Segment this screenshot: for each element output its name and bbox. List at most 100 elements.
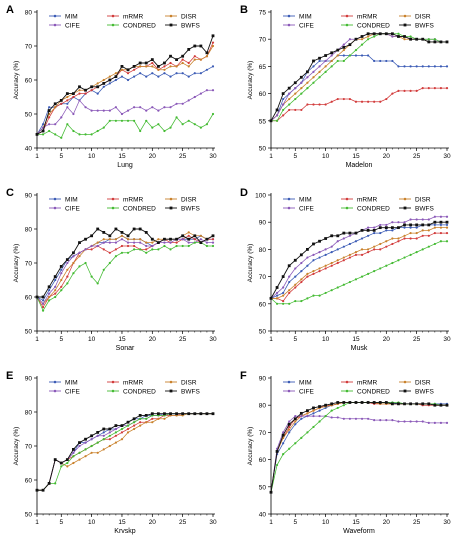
- data-point: [78, 265, 81, 268]
- data-point: [78, 441, 81, 444]
- legend-item-cife: CIFE: [49, 205, 80, 212]
- legend-swatch-marker: [169, 380, 173, 384]
- data-point: [96, 109, 99, 112]
- data-point: [336, 416, 339, 419]
- series-condred: [35, 112, 215, 139]
- data-point: [397, 221, 400, 224]
- legend-label: MIM: [65, 379, 78, 386]
- data-point: [72, 451, 75, 454]
- data-point: [108, 438, 111, 441]
- data-point: [299, 253, 303, 257]
- data-point: [318, 414, 321, 418]
- data-point: [445, 87, 449, 90]
- data-point: [409, 218, 412, 221]
- data-point: [199, 92, 202, 95]
- data-point: [187, 65, 190, 68]
- data-point: [445, 240, 449, 243]
- legend: MIM mRMR DISR CIFE CONDRED BWFS: [283, 13, 434, 29]
- data-point: [102, 126, 105, 129]
- legend-item-mim: MIM: [283, 379, 312, 386]
- data-point: [288, 447, 291, 450]
- data-point: [306, 409, 309, 413]
- data-point: [102, 241, 105, 244]
- y-axis-label: Accuracy (%): [247, 61, 254, 100]
- data-point: [294, 267, 297, 270]
- data-point: [269, 296, 273, 300]
- data-point: [397, 89, 400, 92]
- data-point: [163, 129, 166, 133]
- data-point: [288, 103, 291, 106]
- data-point: [354, 37, 358, 41]
- data-point: [151, 72, 154, 75]
- data-point: [96, 92, 99, 95]
- data-point: [133, 244, 136, 248]
- data-point: [391, 92, 394, 95]
- data-point: [415, 89, 418, 92]
- data-point: [90, 444, 93, 448]
- data-point: [342, 231, 346, 235]
- data-point: [360, 417, 364, 420]
- series-line-disr: [37, 413, 213, 491]
- y-tick-label: 80: [259, 247, 267, 254]
- data-point: [102, 448, 105, 451]
- data-point: [187, 241, 190, 244]
- data-point: [102, 434, 105, 437]
- data-point: [318, 239, 321, 243]
- data-point: [318, 256, 321, 259]
- data-point: [318, 270, 321, 273]
- data-point: [163, 412, 166, 416]
- data-point: [342, 259, 345, 262]
- data-point: [66, 461, 69, 465]
- legend-item-mim: MIM: [283, 13, 312, 20]
- legend-swatch-marker: [111, 197, 115, 201]
- data-point: [439, 240, 443, 243]
- data-point: [367, 226, 370, 229]
- data-point: [66, 106, 69, 109]
- x-tick-label: 25: [179, 336, 187, 343]
- data-point: [90, 89, 93, 92]
- y-tick-label: 90: [25, 376, 33, 383]
- data-point: [84, 455, 87, 458]
- legend-item-bwfs: BWFS: [399, 388, 434, 395]
- series-line-disr: [270, 33, 447, 122]
- data-point: [372, 32, 376, 36]
- data-point: [415, 402, 419, 406]
- data-point: [372, 401, 376, 404]
- data-point: [318, 267, 321, 270]
- data-point: [348, 234, 351, 237]
- data-point: [187, 237, 191, 241]
- data-point: [342, 48, 345, 52]
- data-point: [108, 78, 112, 82]
- legend-item-condred: CONDRED: [341, 388, 390, 395]
- x-tick-label: 30: [209, 153, 217, 160]
- data-point: [360, 253, 364, 256]
- legend-swatch-marker: [345, 380, 349, 384]
- data-point: [133, 106, 136, 109]
- data-point: [306, 264, 309, 267]
- data-point: [187, 244, 190, 248]
- y-tick-label: 70: [259, 37, 267, 44]
- x-tick-label: 1: [269, 519, 273, 526]
- data-point: [433, 226, 436, 229]
- data-point: [354, 54, 358, 57]
- data-point: [54, 295, 57, 299]
- data-point: [294, 442, 297, 445]
- data-point: [397, 402, 400, 406]
- series-condred: [269, 32, 449, 122]
- y-tick-label: 40: [25, 146, 33, 153]
- data-point: [409, 35, 412, 38]
- x-axis-label: Musk: [351, 345, 368, 352]
- series-line-mrmr: [271, 232, 447, 302]
- data-point: [282, 442, 285, 445]
- data-point: [390, 32, 394, 36]
- data-point: [385, 245, 388, 248]
- legend-label: mRMR: [123, 379, 144, 386]
- data-point: [403, 38, 406, 41]
- data-point: [193, 72, 196, 75]
- series-cife: [35, 89, 215, 136]
- y-axis-label: Accuracy (%): [13, 61, 20, 100]
- data-point: [169, 106, 172, 109]
- data-point: [199, 412, 203, 416]
- data-point: [114, 434, 117, 437]
